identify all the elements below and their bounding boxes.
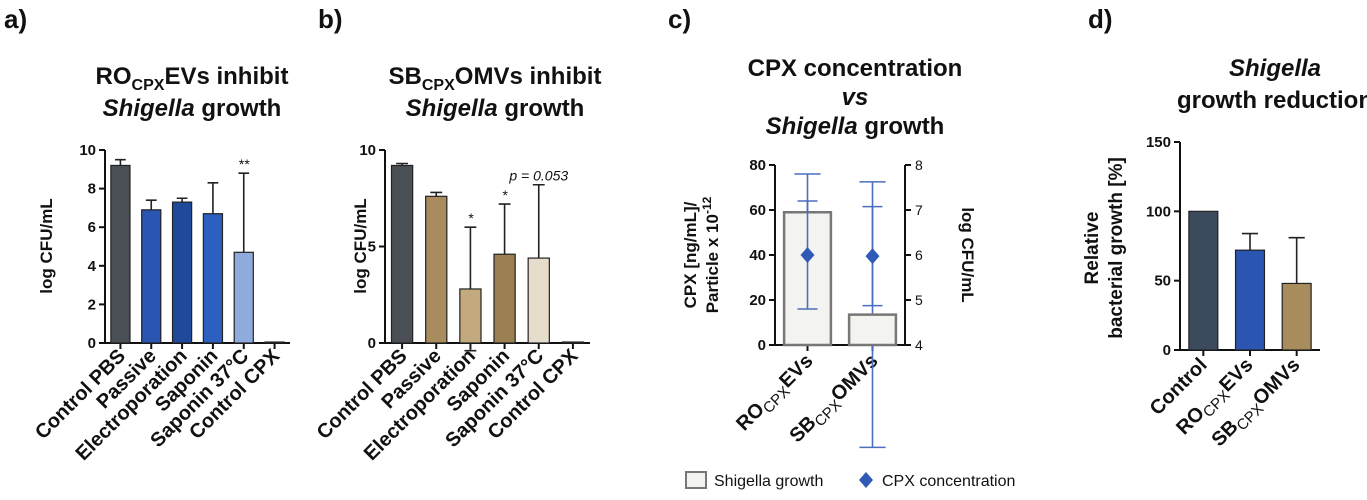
title-part: growth — [864, 113, 944, 140]
chart-title: ROCPXEVs inhibit — [96, 63, 289, 94]
bar — [425, 195, 448, 344]
chart-title: CPX concentration — [748, 55, 963, 82]
bar — [171, 201, 193, 344]
bar — [202, 213, 224, 344]
title-part: growth — [201, 95, 281, 122]
bar — [141, 209, 162, 344]
y-tick-label: 0 — [368, 335, 376, 352]
y-axis-label: Relative — [1082, 212, 1103, 285]
chart-title: Shigella growth — [406, 95, 585, 122]
y-tick-label: 80 — [749, 157, 766, 174]
bar — [459, 288, 482, 344]
panel-label: c) — [668, 4, 691, 34]
chart-title: SBCPXOMVs inhibit — [389, 63, 602, 94]
title-part: Shigella — [103, 95, 195, 122]
y-tick-label: 0 — [88, 335, 96, 352]
legend-label: CPX concentration — [882, 473, 1015, 490]
bar — [1281, 282, 1312, 351]
title-part: growth — [504, 95, 584, 122]
chart-title: growth reduction — [1177, 87, 1367, 114]
bar — [561, 341, 585, 344]
label-part: Particle x 10 — [703, 214, 722, 313]
title-part: SB — [389, 63, 422, 90]
label-part: OMVs — [827, 350, 883, 406]
title-part: Shigella — [766, 113, 858, 140]
panel-label: b) — [318, 4, 343, 34]
legend-swatch — [685, 471, 707, 489]
y2-tick-label: 6 — [915, 247, 923, 263]
y-axis-label: log CFU/mL — [37, 198, 56, 293]
y-axis-label: Particle x 10-12 — [700, 196, 722, 313]
y2-axis-label: log CFU/mL — [958, 207, 977, 302]
y-tick-label: 50 — [1154, 273, 1171, 290]
y-tick-label: 150 — [1146, 134, 1171, 151]
y2-tick-label: 8 — [915, 157, 923, 173]
bar — [1188, 210, 1219, 351]
title-part: OMVs inhibit — [455, 63, 602, 90]
y-tick-label: 8 — [88, 181, 96, 198]
y-tick-label: 0 — [1163, 342, 1171, 359]
chart-title: Shigella — [1229, 55, 1321, 82]
title-part: CPX — [422, 77, 455, 94]
annotation: ** — [238, 156, 249, 172]
annotation: * — [468, 210, 474, 226]
chart-title: vs — [842, 84, 869, 111]
y-tick-label: 40 — [749, 247, 766, 264]
title-part: EVs inhibit — [164, 63, 288, 90]
y-tick-label: 10 — [359, 142, 376, 159]
label-part: OMVs — [1249, 354, 1305, 410]
title-part: RO — [96, 63, 132, 90]
y-axis-label: bacterial growth [%] — [1106, 157, 1127, 339]
y-tick-label: 2 — [88, 296, 96, 313]
bar — [390, 164, 414, 344]
y-tick-label: 5 — [368, 239, 376, 256]
bar — [493, 253, 516, 344]
y-tick-label: 60 — [749, 202, 766, 219]
bar — [264, 341, 285, 344]
panel-label: a) — [4, 4, 27, 34]
y-tick-label: 4 — [88, 258, 97, 275]
y-axis-label: CPX [ng/mL]/ — [681, 201, 700, 308]
y-tick-label: 20 — [749, 292, 766, 309]
y2-tick-label: 5 — [915, 292, 923, 308]
legend-swatch — [859, 472, 873, 488]
marker — [865, 248, 880, 265]
y-tick-label: 10 — [79, 142, 96, 159]
marker — [800, 247, 815, 263]
title-part: CPX — [132, 77, 165, 94]
bar — [110, 164, 131, 344]
y-tick-label: 100 — [1146, 203, 1171, 220]
title-part: Shigella — [406, 95, 498, 122]
panel-label: d) — [1088, 4, 1113, 34]
bar — [1234, 249, 1266, 351]
y-tick-label: 6 — [88, 219, 96, 236]
legend-label: Shigella growth — [714, 473, 823, 490]
bar — [527, 257, 550, 344]
annotation: p = 0.053 — [508, 168, 568, 184]
annotation: * — [502, 187, 508, 203]
y2-tick-label: 7 — [915, 202, 923, 218]
label-part: -12 — [700, 196, 714, 214]
chart-title: Shigella growth — [103, 95, 282, 122]
bar — [233, 251, 254, 344]
y-tick-label: 0 — [758, 337, 766, 354]
y-axis-label: log CFU/mL — [351, 198, 370, 293]
bar — [847, 313, 898, 347]
chart-title: Shigella growth — [766, 113, 945, 140]
y2-tick-label: 4 — [915, 337, 923, 353]
